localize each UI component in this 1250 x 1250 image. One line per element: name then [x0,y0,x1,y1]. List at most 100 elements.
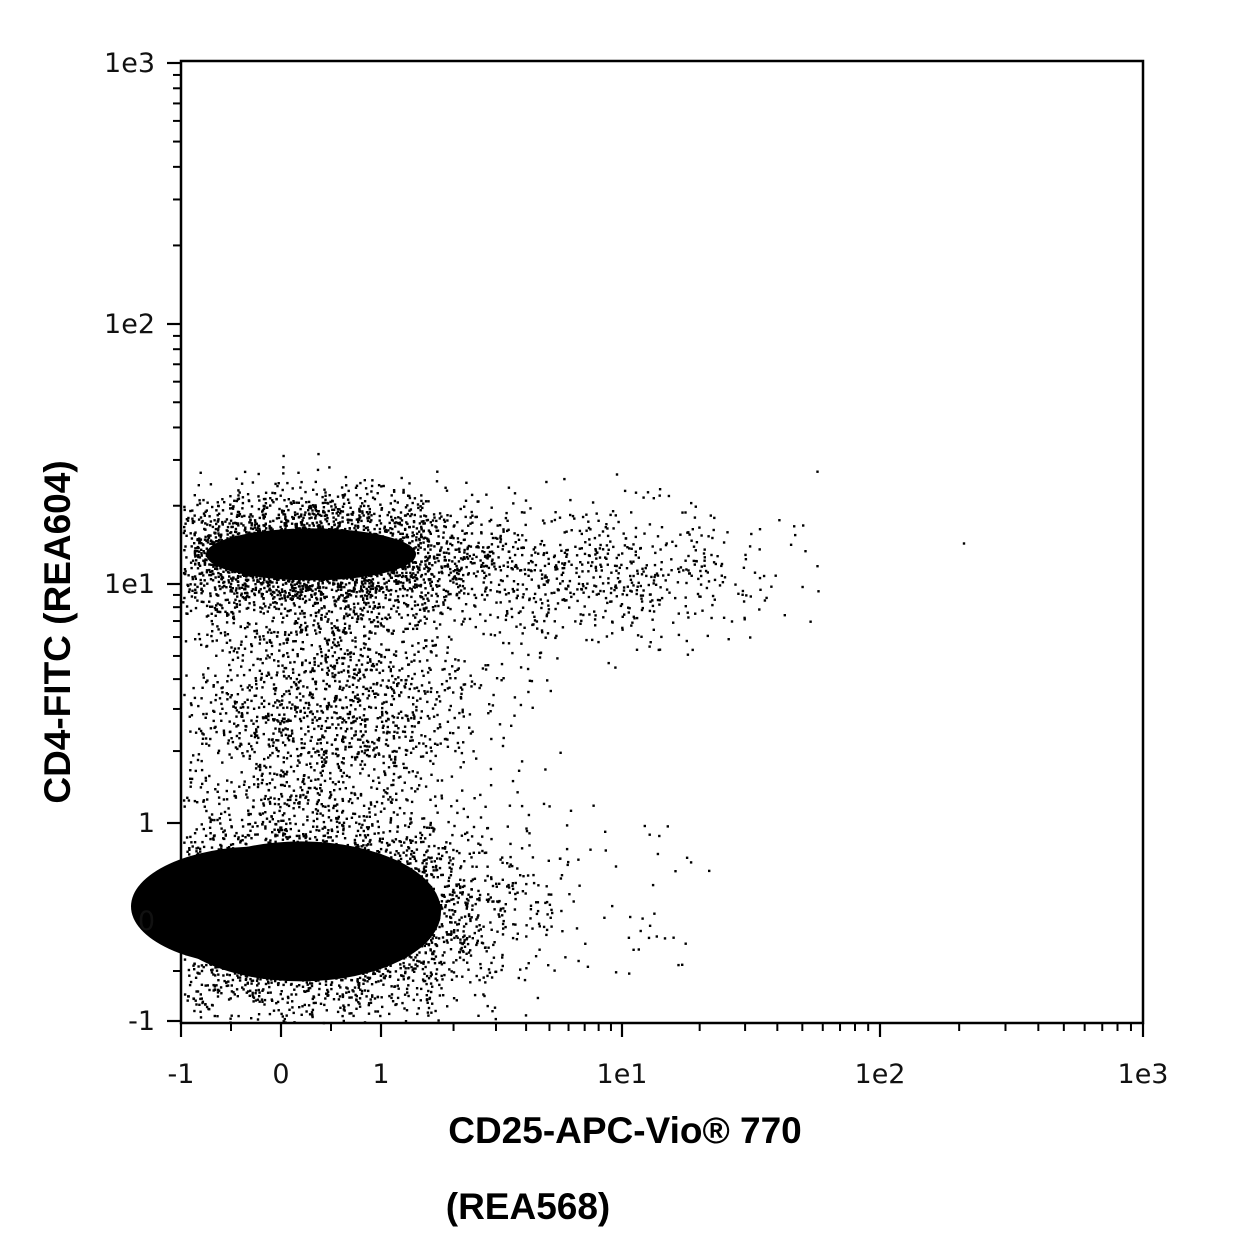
event-dot [363,904,367,907]
event-dot [455,959,458,962]
event-dot [413,935,416,939]
event-dot [389,974,392,978]
event-dot [225,873,228,876]
event-dot [395,892,398,896]
event-dot [386,932,389,936]
event-dot [344,889,347,893]
event-dot [289,902,293,906]
event-dot [233,865,236,868]
event-dot [267,798,270,801]
event-dot [276,1000,280,1004]
event-dot [295,949,298,953]
event-dot [192,885,195,889]
event-dot [309,982,312,985]
event-dot [433,545,436,548]
event-dot [409,839,412,842]
event-dot [428,919,431,922]
event-dot [279,978,282,981]
event-dot [274,909,277,912]
event-dot [278,532,282,536]
event-dot [186,999,189,1002]
event-dot [246,981,249,984]
event-dot [463,939,466,942]
event-dot [550,908,553,912]
event-dot [298,909,301,912]
event-dot [258,1000,261,1003]
event-dot [239,921,242,924]
event-dot [341,993,344,996]
event-dot [280,915,283,918]
event-dot [324,958,327,962]
event-dot [357,959,360,963]
event-dot [390,895,393,898]
event-dot [307,852,310,856]
event-dot [187,881,190,884]
event-dot [542,925,546,929]
event-dot [277,880,280,884]
event-dot [433,860,436,863]
event-dot [412,958,415,962]
event-dot [372,543,376,546]
event-dot [334,914,337,918]
event-dot [427,977,431,980]
event-dot [422,914,425,917]
event-dot [368,954,372,958]
event-dot [251,903,255,906]
event-dot [419,906,422,909]
event-dot [368,949,371,953]
event-dot [370,918,373,921]
event-dot [323,865,326,869]
event-dot [211,569,214,573]
event-dot [419,908,423,911]
event-dot [182,920,186,924]
event-dot [393,918,396,921]
event-dot [255,902,259,905]
event-dot [233,834,237,838]
event-dot [309,918,312,921]
event-dot [250,955,253,958]
event-dot [445,915,448,918]
event-dot [359,890,362,894]
event-dot [344,893,347,896]
event-dot [423,853,426,857]
event-dot [199,997,202,1001]
event-dot [198,926,201,930]
event-dot [204,923,208,927]
event-dot [193,870,196,873]
event-dot [525,935,528,938]
event-dot [237,864,240,867]
event-dot [369,803,373,806]
event-dot [207,940,210,943]
event-dot [347,800,351,803]
event-dot [346,871,350,875]
event-dot [267,902,270,905]
event-dot [265,909,269,912]
event-dot [206,894,210,897]
event-dot [337,865,340,869]
event-dot [535,901,538,904]
event-dot [361,900,364,903]
event-dot [318,869,321,872]
event-dot [319,950,322,953]
event-dot [244,983,247,987]
event-dot [256,942,259,945]
event-dot [317,935,320,938]
event-dot [405,1009,409,1012]
event-dot [369,621,373,624]
event-dot [265,890,268,893]
event-dot [376,969,379,973]
event-dot [402,978,405,981]
event-dot [434,927,437,931]
event-dot [322,875,326,878]
event-dot [338,821,341,825]
event-dot [362,881,366,885]
event-dot [307,867,310,870]
event-dot [303,942,306,945]
event-dot [463,915,467,918]
event-dot [207,900,210,903]
event-dot [251,878,254,881]
event-dot [252,950,256,953]
event-dot [282,976,285,979]
event-dot [708,869,711,873]
event-dot [184,927,187,930]
